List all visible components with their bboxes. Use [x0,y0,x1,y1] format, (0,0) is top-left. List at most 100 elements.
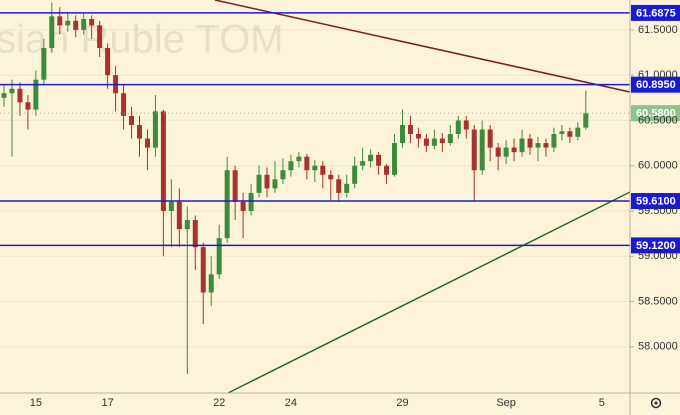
y-tick-label: 61.5000 [638,24,678,36]
candle-body [272,179,278,189]
level-label: 59.6100 [636,195,676,207]
x-tick-label: 15 [30,397,42,409]
candle-body [400,124,405,144]
level-label: 59.1200 [636,240,676,252]
y-tick-label: 60.5000 [638,114,678,126]
candle-body [407,124,413,135]
candle-body [439,138,445,144]
candle-body [543,143,549,148]
candle-body [49,16,55,48]
candle-body [575,127,581,137]
x-tick-label: 5 [599,397,605,409]
candle-body [344,183,350,193]
x-tick-label: 22 [213,397,225,409]
candle-body [65,20,71,26]
candle-body [415,134,421,139]
candle-body [176,201,182,230]
candle-body [336,179,342,193]
candle-body [144,138,150,148]
candle-body [256,174,262,193]
candle-body [129,115,135,125]
y-tick-label: 59.5000 [638,205,678,217]
candle-body [535,143,541,148]
candle-body [328,174,334,180]
level-label-box [631,237,680,254]
candle-body [248,192,254,211]
candle-body [352,165,358,184]
candle-body [471,129,477,171]
candle-body [9,88,15,94]
candle-body [503,147,509,157]
candle-body [184,220,190,230]
candle-body [447,134,453,144]
candle-body [136,124,142,139]
candle-body [288,161,294,171]
level-label-box [631,105,680,122]
candle-body [487,129,493,148]
candle-body [152,111,158,148]
candle-body [105,47,111,76]
candle-body [200,247,206,293]
candle-body [192,220,198,248]
candle-body [527,138,533,148]
candle-body [519,138,525,153]
candle-body [455,120,461,135]
candle-body [479,129,485,171]
y-tick-label: 58.5000 [638,295,678,307]
candles [1,2,589,374]
level-label-box [631,193,680,210]
level-label: 60.8950 [636,79,676,91]
candle-body [41,47,47,80]
candle-body [431,138,437,146]
level-label-box [631,76,680,93]
candle-body [97,25,103,48]
candle-body [495,147,501,157]
y-tick-label: 58.0000 [638,341,678,353]
resistance-trendline [214,0,631,93]
candle-body [1,93,7,98]
candle-body [224,170,230,239]
candle-body [81,19,87,30]
level-label: 61.6875 [636,7,676,19]
candle-body [216,238,222,275]
candle-body [280,170,286,180]
candle-body [89,19,95,26]
settings-icon[interactable] [650,397,662,409]
candle-body [559,131,565,135]
levels: 61.6875 60.8950 60.5800 59.6100 59.1200 [0,4,680,254]
candle-body [320,165,326,175]
candle-body [360,161,366,166]
level-label: 60.5800 [636,108,676,120]
candle-body [296,156,302,162]
candle-body [73,20,79,30]
gear-center[interactable] [654,401,658,405]
candle-body [368,154,374,162]
y-tick-label: 59.0000 [638,250,678,262]
candle-body [264,174,270,189]
x-tick-label: Sep [496,397,516,409]
candle-body [160,111,166,211]
x-tick-label: 29 [396,397,408,409]
candle-body [57,16,63,26]
y-tick-label: 61.0000 [638,69,678,81]
candle-body [423,138,429,146]
candle-body [392,143,398,175]
candle-body [168,201,174,211]
y-tick-label: 60.0000 [638,160,678,172]
candle-body [17,88,23,103]
candle-body [25,102,31,110]
watermark: sian Ruble TOM [0,18,284,62]
candle-body [232,170,238,202]
support-trendline [227,191,631,394]
candle-body [384,165,390,175]
x-tick-label: 24 [285,397,297,409]
candle-body [33,79,39,110]
candle-body [511,147,517,153]
candle-body [463,120,469,130]
candle-body [312,165,318,171]
candle-body [304,156,310,171]
gear[interactable] [650,397,662,409]
candle-body [551,134,557,148]
